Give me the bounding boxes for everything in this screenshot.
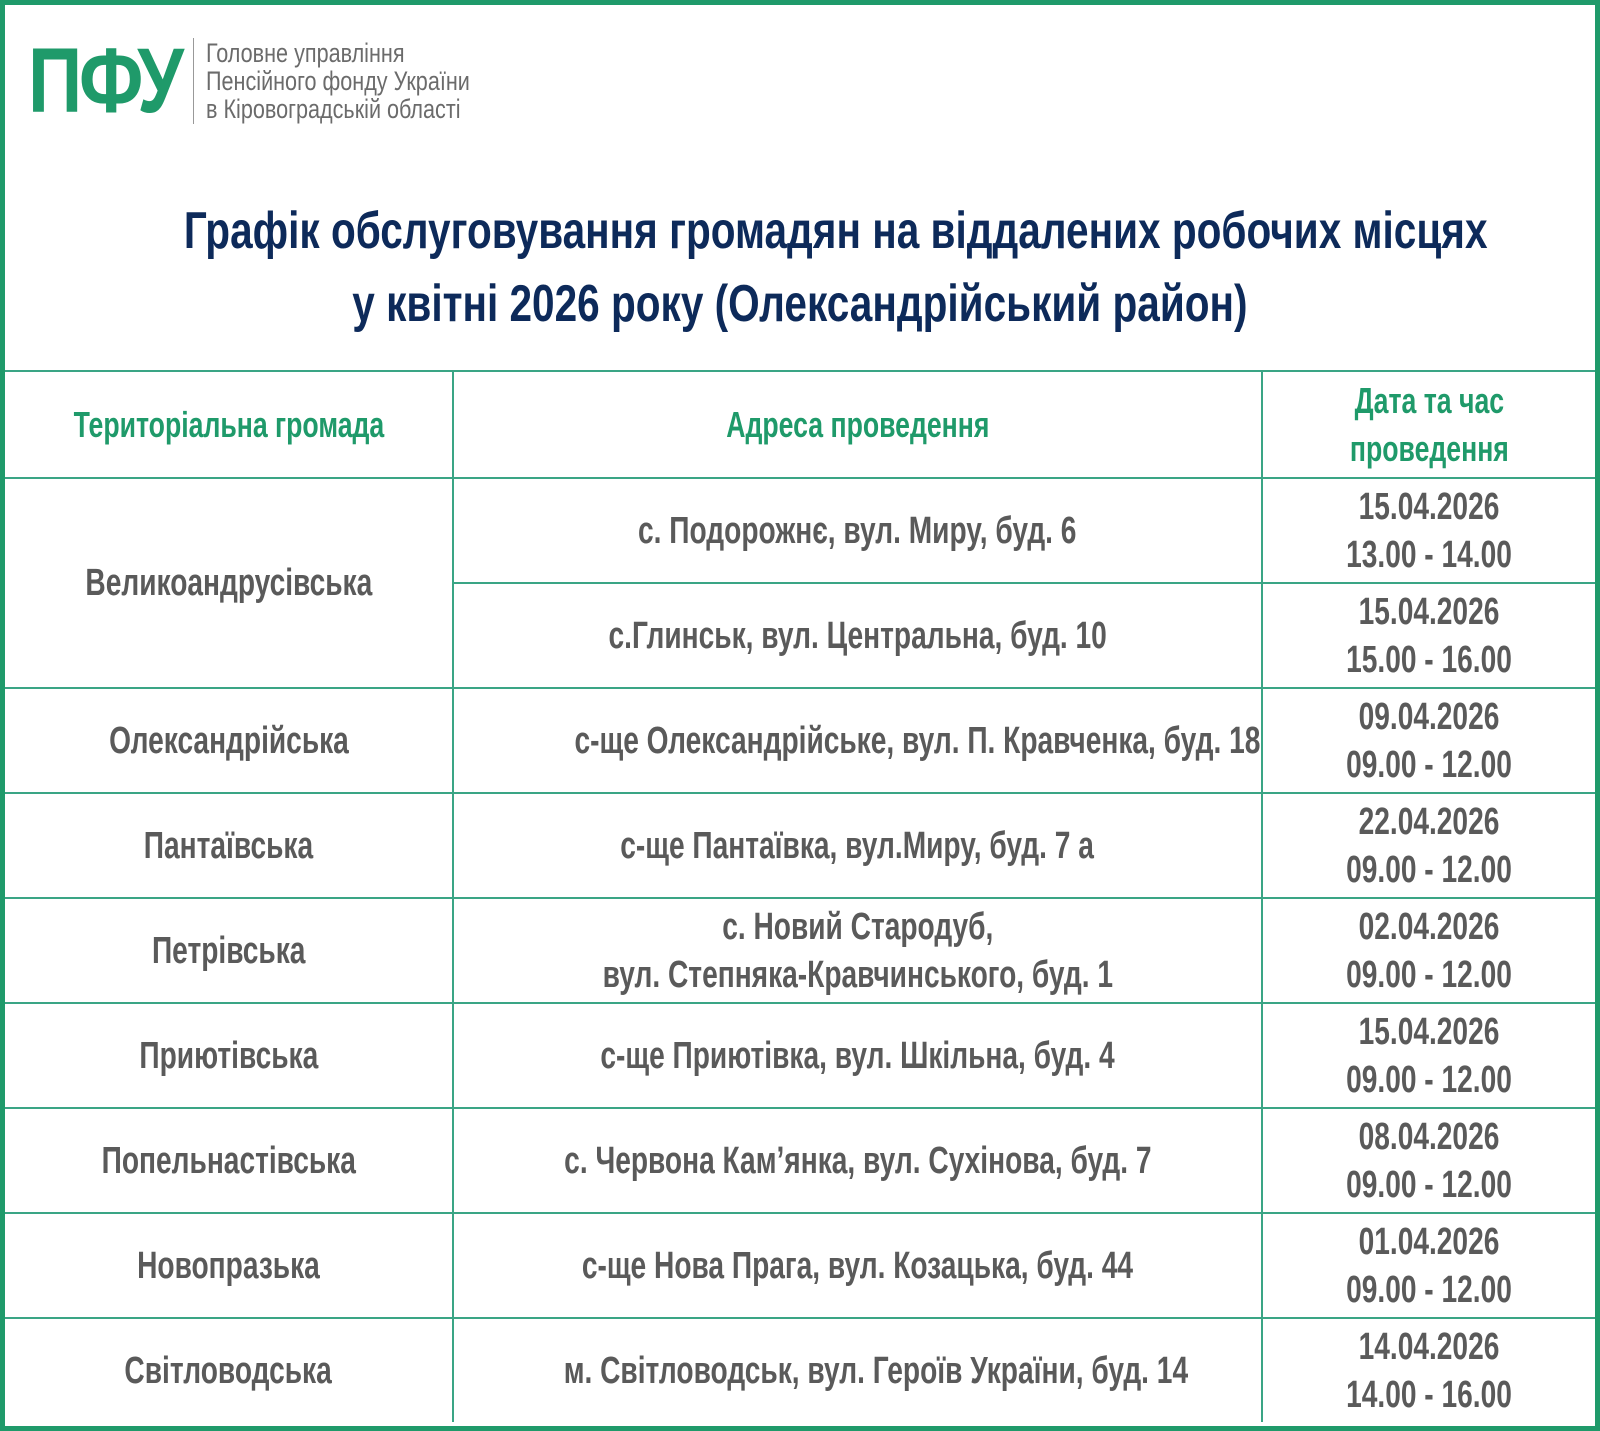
cell-datetime: 15.04.2026 15.00 - 16.00	[1261, 582, 1595, 689]
cell-address: с-ще Нова Прага, вул. Козацька, буд. 44	[452, 1212, 1263, 1319]
table-row: Олександрійська с-ще Олександрійське, вул…	[5, 687, 1595, 794]
table-row: Великоандрусівська с. Подорожнє, вул. Мир…	[5, 477, 1595, 689]
date: 15.04.2026	[1358, 1010, 1500, 1053]
cell-address: с-ще Олександрійське, вул. П. Кравченка,…	[452, 687, 1263, 794]
header-community: Територіальна громада	[5, 370, 454, 479]
cell-community: Попельнастівська	[5, 1107, 454, 1214]
time: 15.00 - 16.00	[1346, 638, 1512, 681]
cell-address: с. Подорожнє, вул. Миру, буд. 6	[452, 477, 1263, 584]
header-datetime: Дата та час проведення	[1261, 370, 1595, 479]
cell-datetime: 15.04.2026 09.00 - 12.00	[1261, 1002, 1595, 1109]
title-line-1: Графік обслуговування громадян на віддал…	[183, 202, 1488, 260]
cell-datetime: 14.04.2026 14.00 - 16.00	[1261, 1317, 1595, 1422]
org-line: Пенсійного фонду України	[206, 66, 470, 96]
cell-community: Приютівська	[5, 1002, 454, 1109]
title-line-2: у квітні 2026 року (Олександрійський рай…	[352, 275, 1248, 333]
date: 01.04.2026	[1358, 1220, 1500, 1263]
table-row: Попельнастівська с. Червона Кам’янка, вул…	[5, 1107, 1595, 1214]
org-line: Головне управління	[206, 38, 405, 68]
cell-datetime: 01.04.2026 09.00 - 12.00	[1261, 1212, 1595, 1319]
cell-address: м. Світловодськ, вул. Героїв України, бу…	[452, 1317, 1263, 1422]
table-row: Новопразька с-ще Нова Прага, вул. Козацьк…	[5, 1212, 1595, 1319]
cell-address: с. Новий Стародуб, вул. Степняка-Кравчинс…	[452, 897, 1263, 1004]
page-title: Графік обслуговування громадян на віддал…	[0, 195, 1600, 341]
table-row: Світловодська м. Світловодськ, вул. Герої…	[5, 1317, 1595, 1422]
time: 14.00 - 16.00	[1346, 1373, 1512, 1416]
org-line: в Кіровоградській області	[206, 94, 461, 124]
table-header-row: Територіальна громада Адреса проведення …	[5, 370, 1595, 479]
cell-community: Пантаївська	[5, 792, 454, 899]
cell-datetime: 15.04.2026 13.00 - 14.00	[1261, 477, 1595, 584]
time: 09.00 - 12.00	[1346, 1163, 1512, 1206]
date: 02.04.2026	[1358, 905, 1500, 948]
cell-community: Світловодська	[5, 1317, 454, 1422]
pfu-logo: ПФУ Головне управління Пенсійного фонду …	[28, 30, 536, 132]
table-row: с.Глинськ, вул. Центральна, буд. 10 15.04…	[5, 582, 1595, 689]
time: 09.00 - 12.00	[1346, 953, 1512, 996]
time: 09.00 - 12.00	[1346, 1058, 1512, 1101]
time: 09.00 - 12.00	[1346, 848, 1512, 891]
cell-datetime: 22.04.2026 09.00 - 12.00	[1261, 792, 1595, 899]
cell-community: Великоандрусівська	[5, 477, 454, 689]
cell-address: с-ще Пантаївка, вул.Миру, буд. 7 а	[452, 792, 1263, 899]
cell-datetime: 02.04.2026 09.00 - 12.00	[1261, 897, 1595, 1004]
cell-community: Новопразька	[5, 1212, 454, 1319]
cell-datetime: 08.04.2026 09.00 - 12.00	[1261, 1107, 1595, 1214]
cell-address: с. Червона Кам’янка, вул. Сухінова, буд.…	[452, 1107, 1263, 1214]
table-row: Пантаївська с-ще Пантаївка, вул.Миру, буд…	[5, 792, 1595, 899]
cell-address: с-ще Приютівка, вул. Шкільна, буд. 4	[452, 1002, 1263, 1109]
header-address: Адреса проведення	[452, 370, 1263, 479]
organization-name: Головне управління Пенсійного фонду Укра…	[206, 39, 536, 123]
time: 09.00 - 12.00	[1346, 743, 1512, 786]
date: 08.04.2026	[1358, 1115, 1500, 1158]
cell-community: Петрівська	[5, 897, 454, 1004]
date: 22.04.2026	[1358, 800, 1500, 843]
schedule-table: Територіальна громада Адреса проведення …	[5, 370, 1595, 1422]
table-row: Приютівська с-ще Приютівка, вул. Шкільна,…	[5, 1002, 1595, 1109]
date: 09.04.2026	[1358, 695, 1500, 738]
table-row: Петрівська с. Новий Стародуб, вул. Степняк…	[5, 897, 1595, 1004]
pfu-logo-mark: ПФУ	[28, 30, 184, 132]
time: 13.00 - 14.00	[1346, 533, 1512, 576]
logo-divider	[193, 38, 194, 124]
cell-community: Олександрійська	[5, 687, 454, 794]
date: 15.04.2026	[1358, 485, 1500, 528]
cell-datetime: 09.04.2026 09.00 - 12.00	[1261, 687, 1595, 794]
date: 15.04.2026	[1358, 590, 1500, 633]
time: 09.00 - 12.00	[1346, 1268, 1512, 1311]
cell-address: с.Глинськ, вул. Центральна, буд. 10	[453, 582, 1263, 689]
date: 14.04.2026	[1358, 1325, 1500, 1368]
